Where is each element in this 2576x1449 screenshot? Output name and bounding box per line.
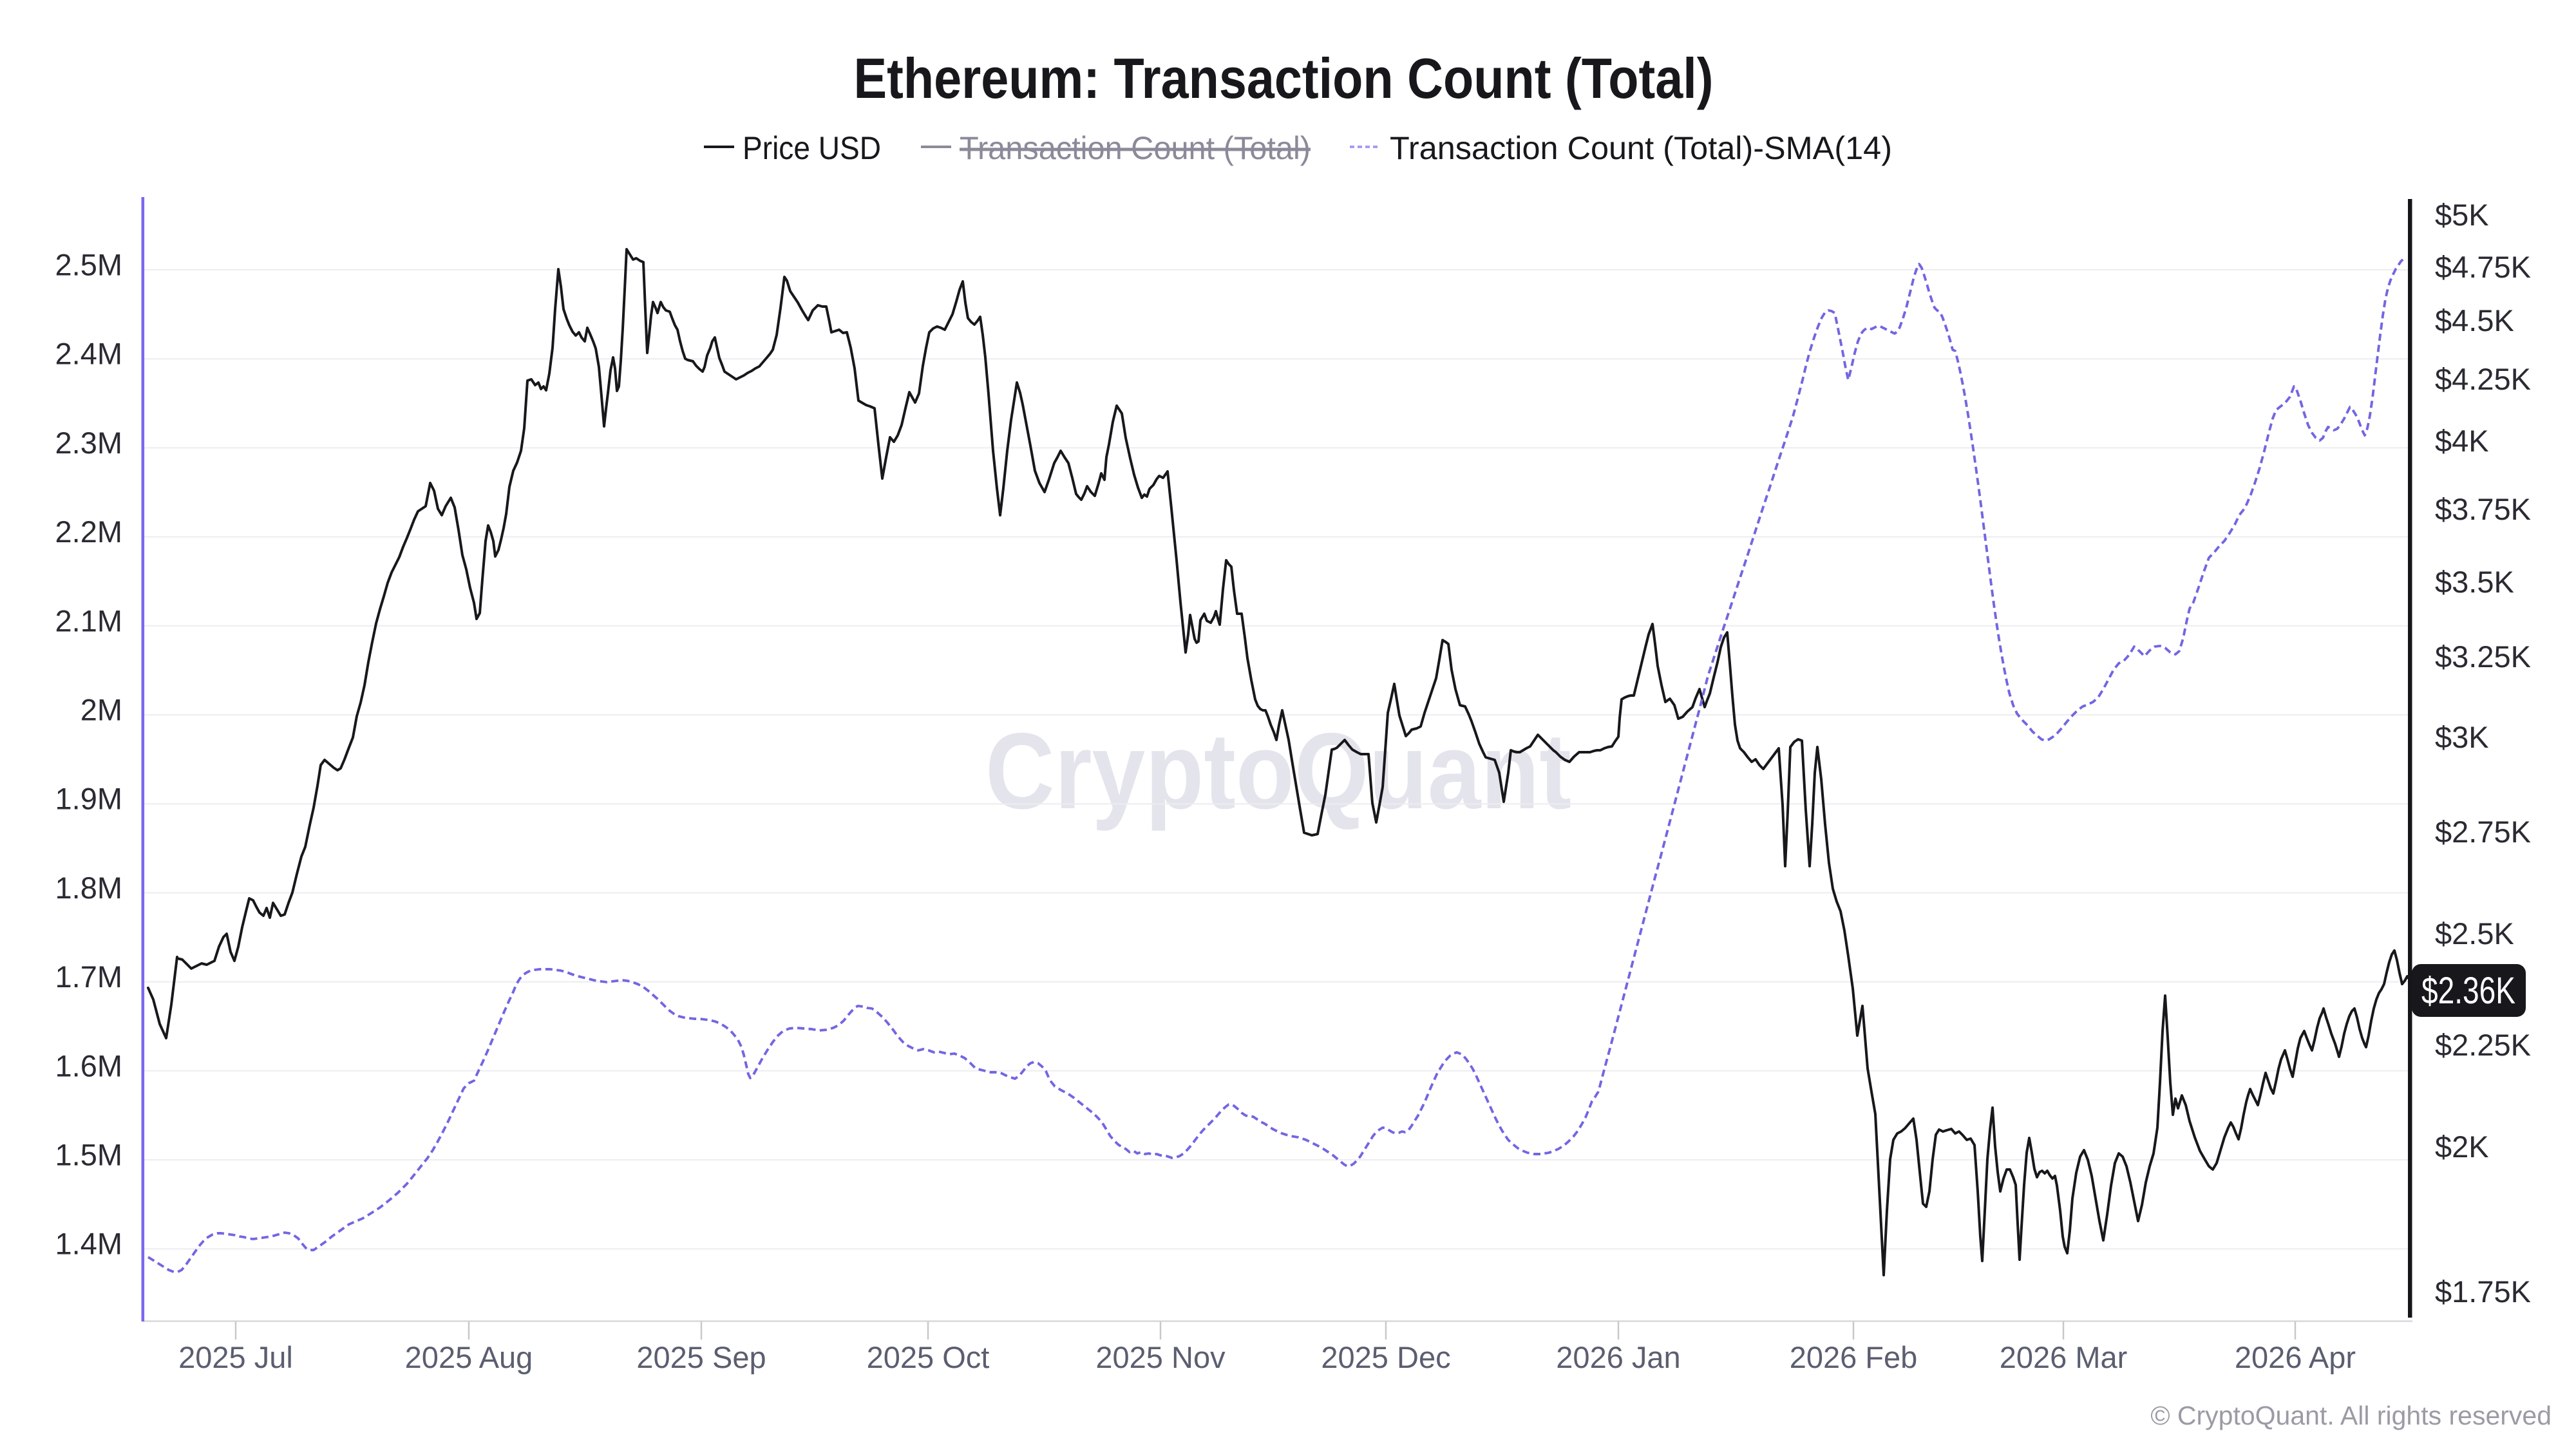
svg-text:2M: 2M <box>80 693 122 727</box>
svg-text:Transaction Count (Total)-SMA(: Transaction Count (Total)-SMA(14) <box>1390 130 1892 166</box>
svg-text:2.4M: 2.4M <box>55 337 123 371</box>
svg-text:$4.75K: $4.75K <box>2435 250 2531 284</box>
svg-text:1.9M: 1.9M <box>55 782 123 816</box>
svg-text:$3K: $3K <box>2435 720 2489 754</box>
svg-text:2025 Sep: 2025 Sep <box>636 1340 766 1374</box>
svg-text:Ethereum: Transaction Count (T: Ethereum: Transaction Count (Total) <box>854 46 1714 110</box>
svg-text:$5K: $5K <box>2435 198 2489 232</box>
svg-text:2025 Dec: 2025 Dec <box>1321 1340 1450 1374</box>
svg-text:$2.5K: $2.5K <box>2435 916 2514 951</box>
svg-text:$2.36K: $2.36K <box>2421 970 2515 1012</box>
svg-text:Price USD: Price USD <box>743 130 881 166</box>
svg-text:$3.25K: $3.25K <box>2435 639 2531 674</box>
svg-text:$4.5K: $4.5K <box>2435 303 2514 337</box>
svg-text:2026 Feb: 2026 Feb <box>1790 1340 1918 1374</box>
svg-text:$2.25K: $2.25K <box>2435 1028 2531 1062</box>
svg-text:1.4M: 1.4M <box>55 1227 123 1261</box>
svg-text:1.7M: 1.7M <box>55 960 123 994</box>
svg-text:2025 Oct: 2025 Oct <box>867 1340 990 1374</box>
svg-text:$2K: $2K <box>2435 1130 2489 1164</box>
svg-text:1.5M: 1.5M <box>55 1138 123 1172</box>
svg-text:$3.5K: $3.5K <box>2435 565 2514 599</box>
svg-text:2025 Nov: 2025 Nov <box>1095 1340 1226 1374</box>
svg-text:1.6M: 1.6M <box>55 1048 123 1083</box>
svg-text:$1.75K: $1.75K <box>2435 1274 2531 1309</box>
svg-text:2.5M: 2.5M <box>55 248 123 282</box>
svg-text:2026 Apr: 2026 Apr <box>2235 1340 2356 1374</box>
svg-text:$3.75K: $3.75K <box>2435 492 2531 526</box>
svg-text:1.8M: 1.8M <box>55 871 123 905</box>
svg-text:2025 Jul: 2025 Jul <box>178 1340 293 1374</box>
svg-text:2025 Aug: 2025 Aug <box>405 1340 533 1374</box>
svg-text:2026 Mar: 2026 Mar <box>2000 1340 2128 1374</box>
svg-text:2.2M: 2.2M <box>55 515 123 549</box>
svg-text:2.1M: 2.1M <box>55 603 123 638</box>
svg-text:$2.75K: $2.75K <box>2435 815 2531 849</box>
svg-text:Transaction Count (Total): Transaction Count (Total) <box>960 130 1311 166</box>
svg-text:$4K: $4K <box>2435 424 2489 458</box>
svg-text:2.3M: 2.3M <box>55 426 123 460</box>
svg-text:© CryptoQuant. All rights rese: © CryptoQuant. All rights reserved <box>2150 1401 2552 1430</box>
svg-text:$4.25K: $4.25K <box>2435 362 2531 396</box>
svg-text:2026 Jan: 2026 Jan <box>1556 1340 1680 1374</box>
